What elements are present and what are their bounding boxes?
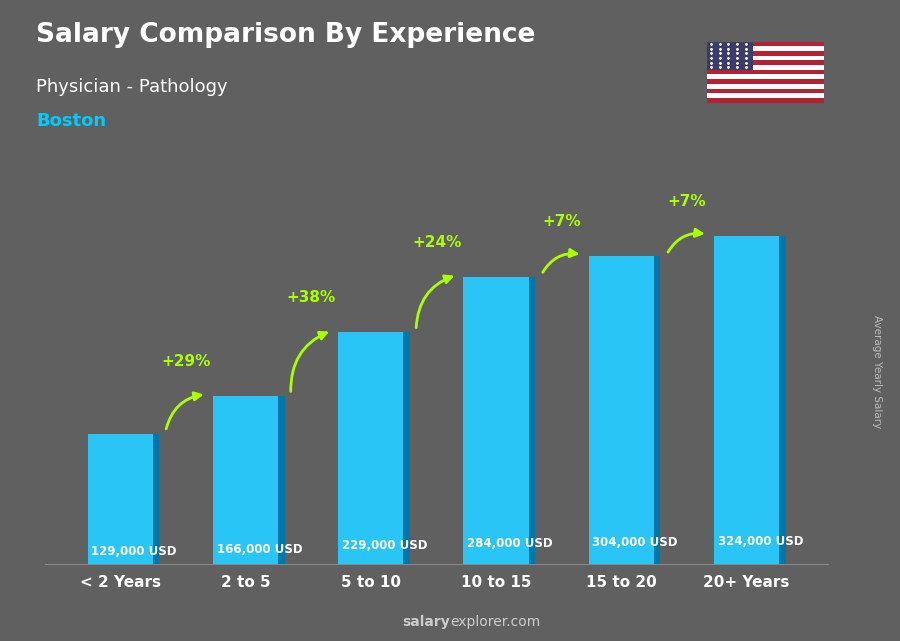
Text: 324,000 USD: 324,000 USD: [718, 535, 804, 547]
Text: Boston: Boston: [36, 112, 106, 130]
Text: Average Yearly Salary: Average Yearly Salary: [872, 315, 883, 428]
Bar: [87, 433, 153, 564]
Text: 284,000 USD: 284,000 USD: [467, 537, 553, 550]
Bar: [706, 93, 824, 98]
Bar: [706, 60, 824, 65]
Bar: [706, 42, 753, 70]
Bar: [706, 98, 824, 103]
Bar: [706, 79, 824, 84]
Bar: [706, 51, 824, 56]
Text: 304,000 USD: 304,000 USD: [592, 536, 678, 549]
Text: +7%: +7%: [668, 194, 706, 209]
Bar: [213, 396, 278, 564]
Text: 229,000 USD: 229,000 USD: [342, 540, 428, 553]
Bar: [706, 65, 824, 70]
Bar: [706, 42, 824, 46]
Text: Salary Comparison By Experience: Salary Comparison By Experience: [36, 22, 536, 49]
FancyArrowPatch shape: [668, 229, 702, 252]
Bar: [706, 56, 824, 60]
FancyArrowPatch shape: [543, 249, 577, 272]
Bar: [706, 88, 824, 93]
Text: explorer.com: explorer.com: [450, 615, 540, 629]
Bar: [706, 74, 824, 79]
Text: 129,000 USD: 129,000 USD: [92, 545, 177, 558]
Bar: [338, 332, 403, 564]
Text: +38%: +38%: [287, 290, 336, 305]
Text: +7%: +7%: [543, 215, 581, 229]
Text: Physician - Pathology: Physician - Pathology: [36, 78, 228, 96]
Bar: [403, 332, 410, 564]
Bar: [706, 84, 824, 88]
Text: salary: salary: [402, 615, 450, 629]
FancyArrowPatch shape: [166, 393, 201, 429]
Text: +24%: +24%: [412, 235, 462, 250]
FancyArrowPatch shape: [416, 276, 452, 328]
Bar: [464, 277, 528, 564]
Text: +29%: +29%: [161, 354, 211, 369]
Bar: [528, 277, 536, 564]
FancyArrowPatch shape: [291, 332, 327, 392]
Bar: [278, 396, 284, 564]
Bar: [714, 236, 779, 564]
Bar: [706, 46, 824, 51]
Bar: [779, 236, 786, 564]
Bar: [706, 70, 824, 74]
Bar: [654, 256, 661, 564]
Bar: [589, 256, 654, 564]
Bar: [153, 433, 159, 564]
Text: 166,000 USD: 166,000 USD: [217, 543, 302, 556]
